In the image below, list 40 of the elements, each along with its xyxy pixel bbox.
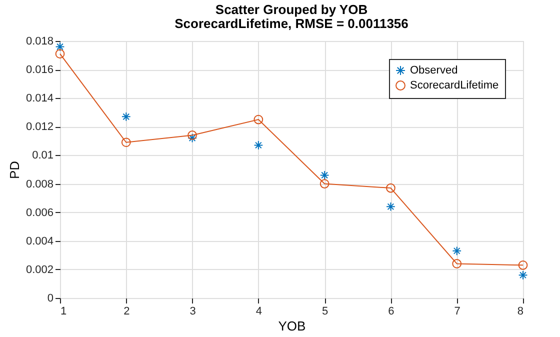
- point: [254, 140, 264, 150]
- point: [452, 246, 462, 256]
- point: [55, 49, 65, 59]
- point: [452, 259, 462, 268]
- chart-subtitle: ScorecardLifetime, RMSE = 0.0011356: [174, 16, 408, 31]
- y-axis-title: PD: [6, 160, 22, 180]
- legend-label: Observed: [410, 64, 458, 76]
- point: [518, 270, 528, 280]
- legend-label: ScorecardLifetime: [410, 80, 499, 92]
- y-tick-label: 0.008: [26, 178, 54, 190]
- point: [55, 42, 65, 52]
- point: [386, 183, 396, 193]
- point: [320, 179, 330, 188]
- x-tick-label: 6: [388, 306, 394, 318]
- chart-title: Scatter Grouped by YOB: [215, 2, 368, 17]
- y-tick-label: 0.004: [26, 235, 54, 248]
- point: [121, 138, 131, 148]
- point: [254, 114, 264, 124]
- y-tick-label: 0.016: [26, 64, 54, 76]
- point: [188, 130, 197, 140]
- point: [188, 133, 197, 143]
- point: [121, 112, 131, 122]
- x-axis-title: YOB: [278, 318, 306, 334]
- y-tick-label: 0.012: [26, 121, 54, 134]
- x-tick-label: 7: [454, 306, 460, 318]
- x-tick-label: 5: [322, 306, 328, 318]
- y-tick-label: 0.014: [26, 92, 54, 105]
- y-tick-label: 0.006: [26, 206, 54, 219]
- y-tick-label: 0.018: [26, 36, 54, 48]
- x-tick-label: 8: [517, 306, 524, 318]
- point: [518, 260, 528, 270]
- x-tick-label: 2: [124, 306, 130, 318]
- y-tick-label: 0: [47, 292, 54, 304]
- x-tick-label: 1: [60, 306, 67, 318]
- point: [320, 170, 330, 180]
- point: [386, 202, 396, 212]
- x-tick-label: 3: [190, 306, 196, 318]
- y-tick-label: 0.002: [26, 264, 54, 276]
- x-tick-label: 4: [256, 306, 262, 318]
- y-tick-label: 0.01: [32, 150, 54, 162]
